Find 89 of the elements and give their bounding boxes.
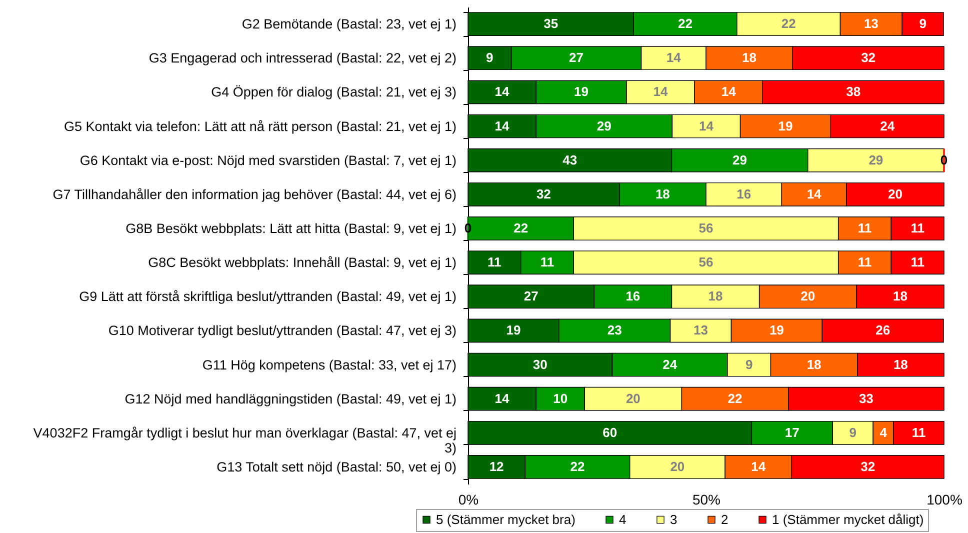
x-tick-label: 0% — [458, 492, 479, 508]
data-label: 18 — [892, 288, 908, 304]
data-label: 32 — [536, 186, 551, 202]
legend-label: 4 — [619, 512, 626, 527]
data-label: 4 — [880, 424, 888, 440]
y-tick-label: G6 Kontakt via e-post: Nöjd med svarstiden (Bastal: 7, vet ej 1) — [80, 152, 456, 168]
data-label: 20 — [626, 390, 640, 406]
data-label: 11 — [912, 424, 926, 440]
data-label: 24 — [662, 356, 678, 372]
data-label: 9 — [849, 424, 856, 440]
data-label: 14 — [494, 118, 510, 134]
data-label: 29 — [868, 152, 884, 168]
y-tick-label: G7 Tillhandahåller den information jag behöver (Bastal: 44, vet ej 6) — [52, 186, 456, 202]
data-label: 12 — [489, 458, 504, 474]
data-label: 33 — [858, 390, 874, 406]
data-label: 9 — [486, 50, 494, 66]
data-label: 22 — [570, 458, 585, 474]
data-label: 14 — [653, 84, 669, 100]
data-label: 11 — [910, 254, 924, 270]
data-label: 38 — [846, 84, 861, 100]
data-label: 22 — [728, 390, 742, 406]
data-label: 9 — [919, 16, 926, 32]
y-tick-label: G5 Kontakt via telefon: Lätt att nå rätt person (Bastal: 21, vet ej 1) — [64, 118, 456, 134]
data-label: 56 — [698, 220, 714, 236]
legend-label: 5 (Stämmer mycket bra) — [436, 512, 576, 527]
y-tick-label: G11 Hög kompetens (Bastal: 33, vet ej 17) — [202, 357, 456, 372]
y-tick-label: V4032F2 Framgår tydligt i beslut hur man överklagar (Bastal: 47, vet ej 3) — [33, 425, 456, 456]
data-label: 22 — [678, 16, 693, 32]
data-label: 43 — [562, 152, 578, 168]
y-tick-label: G9 Lätt att förstå skriftliga beslut/yttranden (Bastal: 49, vet ej 1) — [79, 289, 456, 304]
data-label: 22 — [781, 16, 796, 32]
y-tick-label: G8B Besökt webbplats: Lätt att hitta (Bastal: 9, vet ej 1) — [126, 220, 456, 236]
data-label: 23 — [607, 322, 622, 338]
data-label: 13 — [864, 16, 878, 32]
data-label: 18 — [655, 186, 670, 202]
data-label: 29 — [596, 118, 612, 134]
data-label: 60 — [602, 424, 618, 440]
data-label: 27 — [524, 288, 538, 304]
y-tick-label: G2 Bemötande (Bastal: 23, vet ej 1) — [242, 16, 456, 32]
data-label: 24 — [880, 118, 896, 134]
x-tick-label: 50% — [692, 492, 721, 508]
data-label: 20 — [800, 288, 816, 304]
data-label: 19 — [769, 322, 784, 338]
data-label: 30 — [532, 356, 548, 372]
data-label: 26 — [876, 322, 890, 338]
data-label: 32 — [861, 50, 876, 66]
y-tick-label: G10 Motiverar tydligt beslut/yttranden (Bastal: 47, vet ej 3) — [108, 323, 456, 338]
data-label: 14 — [666, 50, 682, 66]
x-tick-label: 100% — [926, 492, 962, 508]
data-label: 22 — [514, 220, 528, 236]
data-label: 13 — [694, 322, 708, 338]
y-tick-label: G13 Totalt sett nöjd (Bastal: 50, vet ej 0) — [216, 459, 456, 474]
y-tick-label: G4 Öppen för dialog (Bastal: 21, vet ej 3) — [211, 84, 456, 100]
y-tick-label: G3 Engagerad och intresserad (Bastal: 22, vet ej 2) — [148, 50, 456, 66]
data-label: 18 — [708, 288, 723, 304]
data-label: 11 — [488, 254, 502, 270]
data-label: 56 — [698, 254, 714, 270]
data-label: 20 — [888, 186, 902, 202]
data-label: 19 — [778, 118, 793, 134]
data-label: 18 — [742, 50, 757, 66]
data-label: 16 — [736, 186, 752, 202]
data-label: 9 — [745, 356, 753, 372]
data-label: 10 — [553, 390, 568, 406]
data-label: 18 — [806, 356, 822, 372]
data-label: 14 — [494, 390, 510, 406]
data-label: 14 — [494, 84, 510, 100]
data-label: 11 — [858, 220, 872, 236]
data-label: 11 — [858, 254, 872, 270]
data-label: 27 — [569, 50, 584, 66]
data-label: 14 — [699, 118, 714, 134]
data-label: 14 — [721, 84, 737, 100]
y-tick-label: G12 Nöjd med handläggningstiden (Bastal: 49, vet ej 1) — [124, 391, 456, 406]
data-label: 18 — [893, 356, 908, 372]
data-label: 14 — [806, 186, 822, 202]
data-label: 11 — [910, 220, 924, 236]
legend-label: 1 (Stämmer mycket dåligt) — [772, 512, 924, 527]
y-tick-label: G8C Besökt webbplats: Innehåll (Bastal: 9, vet ej 1) — [148, 255, 456, 270]
data-label: 32 — [860, 458, 876, 474]
legend-label: 3 — [670, 512, 678, 527]
data-label: 11 — [540, 254, 554, 270]
data-label: 16 — [626, 288, 640, 304]
data-label: 20 — [670, 458, 685, 474]
data-label: 19 — [506, 322, 521, 338]
data-label: 35 — [544, 16, 558, 32]
data-label: 29 — [732, 152, 748, 168]
data-label: 17 — [784, 424, 800, 440]
data-label: 19 — [574, 84, 589, 100]
data-label: 14 — [751, 458, 766, 474]
legend-label: 2 — [721, 512, 728, 527]
